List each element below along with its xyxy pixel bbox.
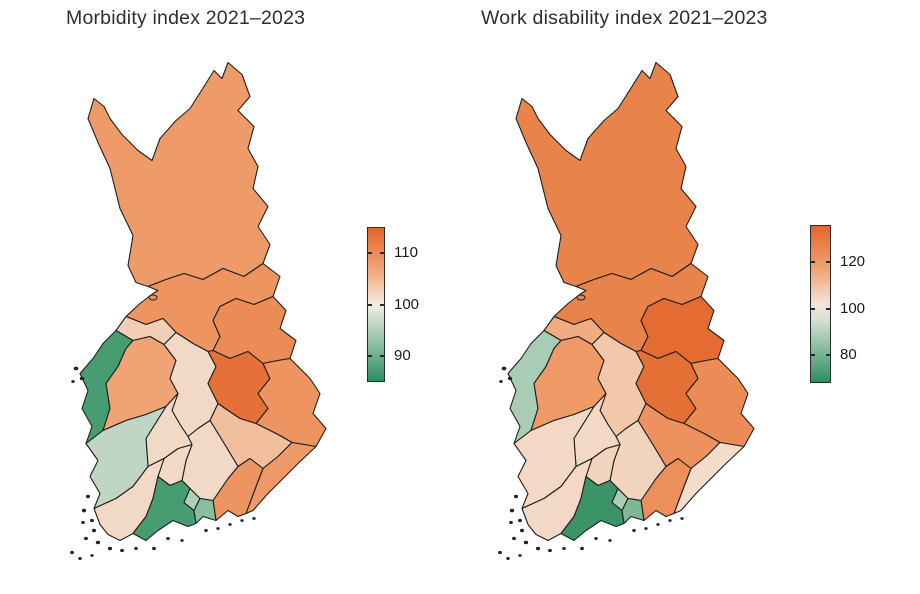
region-ita-uusimaa bbox=[621, 497, 645, 525]
island bbox=[81, 508, 87, 513]
island bbox=[680, 517, 684, 520]
finland-choropleth-svg bbox=[498, 61, 755, 560]
island bbox=[498, 550, 502, 555]
island bbox=[509, 520, 513, 525]
colorbar-tick-label: 100 bbox=[394, 295, 420, 313]
region-lappi bbox=[515, 61, 699, 288]
island bbox=[180, 539, 184, 542]
island bbox=[656, 523, 660, 526]
island bbox=[152, 546, 156, 551]
island bbox=[107, 546, 113, 551]
island bbox=[512, 536, 516, 541]
colorbar-tick-label: 120 bbox=[840, 253, 866, 271]
colorbar-tick-label: 110 bbox=[394, 243, 418, 261]
finland-map-work-disability bbox=[486, 48, 786, 573]
island bbox=[523, 540, 529, 545]
colorbar-tick-mark bbox=[826, 307, 830, 310]
finland-map-morbidity bbox=[58, 48, 358, 573]
region-kainuu bbox=[212, 295, 297, 365]
island bbox=[91, 528, 97, 533]
island bbox=[518, 518, 523, 523]
island bbox=[632, 528, 636, 532]
island bbox=[228, 523, 232, 526]
island bbox=[518, 554, 522, 557]
island bbox=[240, 519, 244, 522]
island bbox=[166, 536, 170, 540]
island bbox=[562, 546, 566, 550]
island bbox=[506, 556, 510, 560]
island bbox=[73, 366, 79, 371]
region-etela-karjala bbox=[245, 441, 317, 515]
colorbar-legend-morbidity: 110 100 90 bbox=[367, 227, 435, 382]
island bbox=[499, 379, 503, 383]
island bbox=[90, 554, 94, 557]
island bbox=[71, 379, 75, 383]
island bbox=[148, 294, 158, 301]
island bbox=[519, 528, 525, 533]
island bbox=[252, 517, 256, 520]
island bbox=[535, 546, 541, 551]
colorbar-tick-mark bbox=[811, 354, 815, 357]
map-title-work-disability: Work disability index 2021–2023 bbox=[481, 7, 768, 29]
colorbar-tick-mark bbox=[368, 303, 372, 306]
colorbar-tick-mark bbox=[380, 303, 384, 306]
map-title-morbidity: Morbidity index 2021–2023 bbox=[66, 7, 306, 29]
island bbox=[204, 528, 208, 532]
colorbar-gradient bbox=[810, 225, 831, 383]
island bbox=[576, 294, 586, 301]
island bbox=[594, 536, 598, 540]
island bbox=[501, 366, 507, 371]
island bbox=[580, 546, 584, 551]
colorbar-tick-mark bbox=[368, 355, 372, 358]
colorbar-tick-label: 90 bbox=[394, 347, 411, 365]
island bbox=[81, 520, 85, 525]
region-lappi bbox=[87, 61, 271, 288]
island bbox=[120, 548, 124, 553]
colorbar-tick-mark bbox=[380, 251, 384, 254]
colorbar-tick-mark bbox=[811, 261, 815, 264]
colorbar-gradient bbox=[367, 227, 385, 382]
island bbox=[668, 519, 672, 522]
island bbox=[608, 539, 612, 542]
region-kainuu bbox=[640, 295, 725, 365]
island bbox=[509, 508, 515, 513]
island bbox=[79, 376, 85, 381]
island bbox=[90, 518, 95, 523]
island bbox=[95, 540, 101, 545]
region-ita-uusimaa bbox=[193, 497, 217, 525]
finland-choropleth-svg bbox=[70, 61, 327, 560]
island bbox=[134, 546, 138, 550]
colorbar-tick-mark bbox=[826, 354, 830, 357]
island bbox=[78, 556, 82, 560]
colorbar-tick-label: 80 bbox=[840, 346, 857, 364]
island bbox=[548, 548, 552, 553]
region-etela-karjala bbox=[673, 441, 745, 515]
island bbox=[216, 527, 220, 530]
colorbar-tick-mark bbox=[826, 261, 830, 264]
island bbox=[507, 376, 513, 381]
colorbar-tick-mark bbox=[368, 251, 372, 254]
island bbox=[84, 536, 88, 541]
island bbox=[513, 494, 518, 499]
island bbox=[85, 494, 90, 499]
island bbox=[644, 527, 648, 530]
colorbar-legend-work-disability: 120 100 80 bbox=[810, 225, 881, 383]
island bbox=[70, 550, 74, 555]
colorbar-tick-mark bbox=[380, 355, 384, 358]
colorbar-tick-mark bbox=[811, 307, 815, 310]
colorbar-tick-label: 100 bbox=[840, 299, 866, 317]
